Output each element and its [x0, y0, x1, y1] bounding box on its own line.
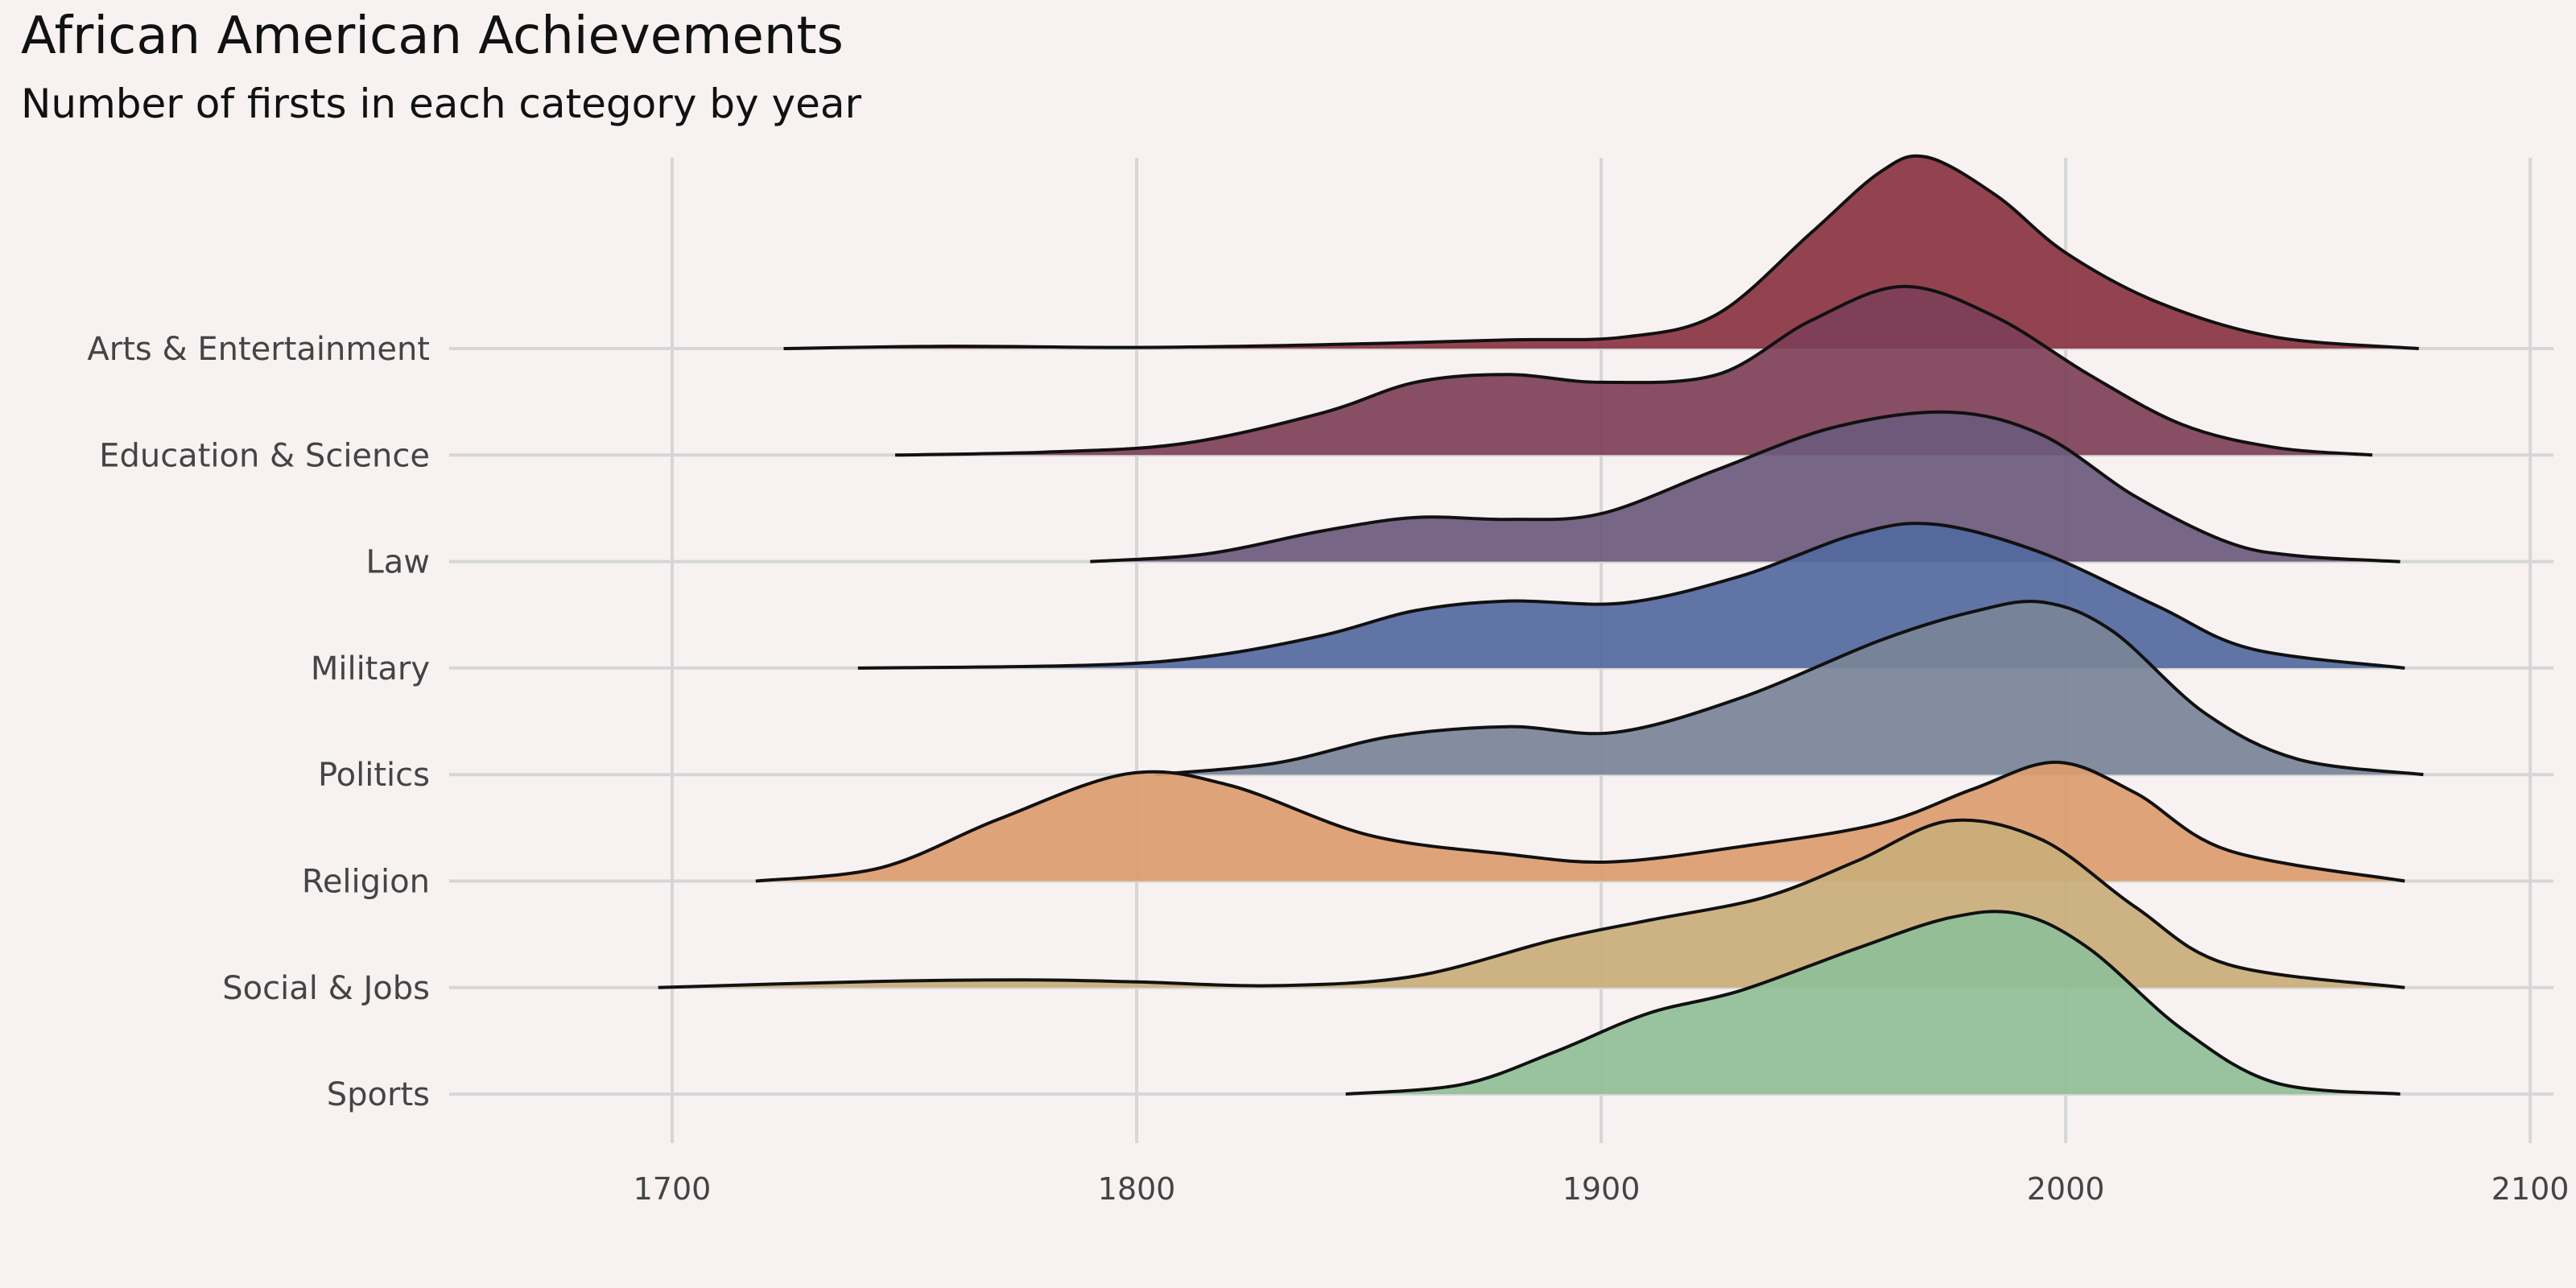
category-label: Social & Jobs — [222, 970, 430, 1007]
ridge-outline — [1090, 410, 2401, 564]
ridge-outline — [783, 154, 2419, 350]
category-label: Politics — [318, 757, 430, 794]
category-label: Military — [311, 650, 430, 687]
x-tick-label-2100: 2100 — [2491, 1171, 2570, 1207]
ridge-outline — [755, 760, 2405, 883]
category-label: Law — [365, 544, 430, 581]
x-tick-label-1700: 1700 — [634, 1171, 712, 1207]
ridge-outline — [894, 284, 2373, 457]
ridge-outline — [1154, 599, 2424, 777]
ridge-area — [783, 155, 2419, 349]
category-label: Sports — [327, 1076, 430, 1113]
x-tick-label-2000: 2000 — [2027, 1171, 2105, 1207]
chart-subtitle: Number of firsts in each category by yea… — [21, 80, 862, 127]
ridge-area — [1345, 911, 2401, 1095]
x-tick-label-1800: 1800 — [1098, 1171, 1176, 1207]
category-label: Arts & Entertainment — [87, 331, 430, 368]
ridge-area — [1090, 411, 2401, 562]
ridge-layer — [658, 154, 2424, 1096]
x-tick-label-1900: 1900 — [1563, 1171, 1641, 1207]
ridge-outline — [1345, 910, 2401, 1096]
chart-title: African American Achievements — [21, 6, 844, 66]
category-label: Education & Science — [99, 437, 430, 474]
ridge-outline — [857, 522, 2405, 670]
ridge-area — [895, 286, 2372, 456]
category-label: Religion — [302, 864, 430, 901]
ridge-area — [1155, 601, 2424, 775]
ridge-outline — [658, 818, 2405, 989]
label-layer: 1700 1800 1900 2000 2100 Arts & Entertainment… — [87, 331, 2569, 1207]
